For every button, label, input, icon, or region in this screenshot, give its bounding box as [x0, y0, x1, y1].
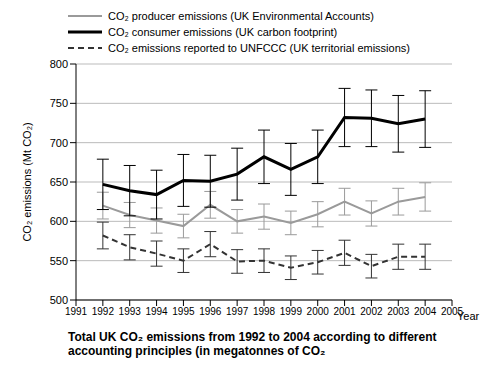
svg-text:1996: 1996 [199, 306, 222, 317]
svg-text:2003: 2003 [387, 306, 410, 317]
svg-text:1995: 1995 [172, 306, 195, 317]
svg-text:1998: 1998 [253, 306, 276, 317]
html-text:CO₂ consumer emissions (UK car: CO₂ consumer emissions (UK carbon footpr… [108, 26, 338, 38]
svg-text:650: 650 [50, 176, 68, 188]
svg-text:2002: 2002 [360, 306, 383, 317]
svg-text:1991: 1991 [65, 306, 88, 317]
svg-text:1997: 1997 [226, 306, 249, 317]
html-text:CO₂ producer emissions (UK Env: CO₂ producer emissions (UK Environmental… [108, 10, 374, 22]
svg-text:1999: 1999 [280, 306, 303, 317]
svg-text:Year: Year [457, 310, 480, 322]
svg-text:550: 550 [50, 255, 68, 267]
svg-text:CO₂ emissions (Mt CO₂): CO₂ emissions (Mt CO₂) [21, 122, 33, 241]
svg-text:1992: 1992 [92, 306, 115, 317]
svg-text:2000: 2000 [307, 306, 330, 317]
svg-text:600: 600 [50, 215, 68, 227]
svg-text:800: 800 [50, 58, 68, 70]
svg-text:2005: 2005 [440, 306, 464, 318]
svg-text:750: 750 [50, 97, 68, 109]
html-text:Total UK CO₂ emissions from 19: Total UK CO₂ emissions from 1992 to 2004… [68, 330, 437, 358]
svg-text:700: 700 [50, 137, 68, 149]
svg-text:1994: 1994 [145, 306, 168, 317]
svg-text:500: 500 [50, 294, 68, 306]
svg-text:2001: 2001 [333, 306, 356, 317]
svg-text:2004: 2004 [414, 306, 437, 317]
svg-text:1993: 1993 [119, 306, 142, 317]
html-text:CO₂ emissions reported to UNFC: CO₂ emissions reported to UNFCCC (UK ter… [108, 42, 410, 54]
